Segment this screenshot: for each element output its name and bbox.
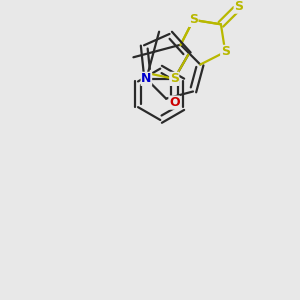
Text: S: S <box>189 14 198 26</box>
Text: S: S <box>170 72 179 86</box>
Text: S: S <box>234 0 243 13</box>
Text: S: S <box>221 45 230 58</box>
Text: N: N <box>141 72 152 86</box>
Text: O: O <box>169 96 180 109</box>
